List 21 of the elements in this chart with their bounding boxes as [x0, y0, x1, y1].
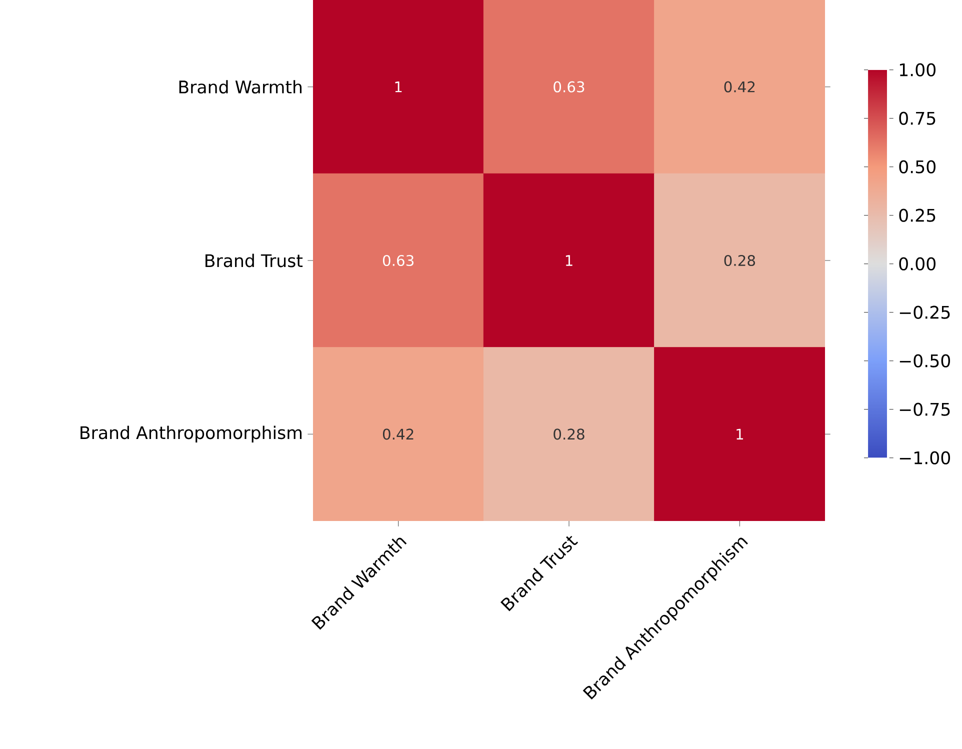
color-bar-label: −1.00 — [900, 451, 950, 464]
color-bar-label: −0.25 — [900, 306, 950, 319]
data-label: 0.28 — [554, 428, 584, 440]
data-label: 0.63 — [382, 254, 414, 266]
color-bar-label: 0.75 — [899, 112, 936, 125]
data-label: 0.42 — [724, 81, 755, 92]
y-tick-label: Brand Trust — [206, 254, 303, 268]
y-tick-label: Brand Anthropomorphism — [80, 426, 302, 443]
color-bar-label: 0.25 — [899, 208, 936, 222]
color-bar-label: −0.75 — [900, 402, 950, 416]
color-bar-label: 1.00 — [900, 63, 936, 76]
data-label: 1 — [736, 428, 743, 440]
data-label: 0.63 — [554, 81, 584, 92]
color-bar-label: −0.50 — [900, 354, 950, 368]
y-tick-label: Brand Warmth — [179, 80, 302, 94]
color-bar-label: 0.50 — [899, 160, 936, 174]
data-label: 0.28 — [724, 254, 755, 266]
data-label: 1 — [395, 81, 402, 92]
data-label: 1 — [566, 255, 572, 266]
color-bar-label: 0.00 — [899, 257, 936, 270]
data-label: 0.42 — [382, 428, 414, 440]
